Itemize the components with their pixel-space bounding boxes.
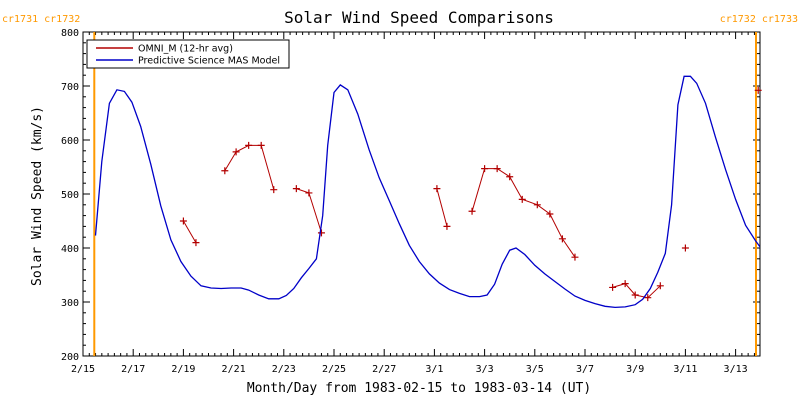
x-axis-title: Month/Day from 1983-02-15 to 1983-03-14 … xyxy=(247,381,591,396)
y-tick-label: 300 xyxy=(61,298,79,309)
chart-title: Solar Wind Speed Comparisons xyxy=(284,8,554,27)
omni-data-point xyxy=(433,185,441,193)
omni-data-point xyxy=(571,253,579,261)
omni-data-point xyxy=(245,141,253,149)
y-tick-label: 700 xyxy=(61,82,79,93)
omni-data-point xyxy=(481,165,489,173)
carrington-marker-label: cr1731 cr1732 xyxy=(2,14,80,25)
omni-data-point xyxy=(468,207,476,215)
y-tick-label: 500 xyxy=(61,190,79,201)
x-tick-label: 2/25 xyxy=(322,364,346,375)
omni-segment-line xyxy=(612,283,661,299)
omni-data-point xyxy=(546,210,554,218)
omni-data-point xyxy=(179,217,187,225)
omni-segment-line xyxy=(471,168,576,258)
x-tick-label: 3/3 xyxy=(476,364,494,375)
omni-data-point xyxy=(317,229,325,237)
omni-data-point xyxy=(609,283,617,291)
x-tick-label: 3/7 xyxy=(576,364,594,375)
legend-label: Predictive Science MAS Model xyxy=(138,56,280,67)
y-tick-label: 800 xyxy=(61,28,79,39)
x-tick-label: 2/23 xyxy=(272,364,296,375)
omni-data-point xyxy=(681,244,689,252)
omni-data-point xyxy=(270,186,278,194)
omni-segment-line xyxy=(224,144,275,190)
legend-box xyxy=(86,39,290,69)
omni-data-point xyxy=(644,294,652,302)
omni-data-point xyxy=(621,280,629,288)
omni-data-point xyxy=(257,141,265,149)
omni-data-point xyxy=(558,235,566,243)
omni-data-point xyxy=(232,148,240,156)
x-tick-label: 3/13 xyxy=(724,364,748,375)
x-tick-label: 2/15 xyxy=(71,364,95,375)
omni-data-point xyxy=(305,189,313,197)
omni-data-point xyxy=(292,185,300,193)
x-tick-label: 3/5 xyxy=(526,364,544,375)
omni-data-point xyxy=(533,201,541,209)
legend: OMNI_M (12-hr avg)Predictive Science MAS… xyxy=(86,39,290,69)
x-tick-label: 2/27 xyxy=(372,364,396,375)
y-tick-label: 600 xyxy=(61,136,79,147)
omni-data-point xyxy=(754,86,762,94)
y-tick-label: 400 xyxy=(61,244,79,255)
omni-segment-line xyxy=(182,220,197,243)
omni-data-point xyxy=(631,291,639,299)
omni-segment-line xyxy=(436,188,448,227)
legend-label: OMNI_M (12-hr avg) xyxy=(138,44,233,55)
omni-data-point xyxy=(192,239,200,247)
plot-frame xyxy=(82,31,761,357)
omni-data-point xyxy=(221,167,229,175)
plot-area: 200 300 400 500 600 700 800 2/15 2/17 2/19 2/21 2/2… xyxy=(2,14,798,375)
omni-data-point xyxy=(518,195,526,203)
x-tick-label: 3/11 xyxy=(673,364,697,375)
y-tick-label: 200 xyxy=(61,352,79,363)
omni-data-point xyxy=(656,282,664,290)
x-tick-label: 3/9 xyxy=(626,364,644,375)
omni-data-point xyxy=(443,222,451,230)
x-tick-label: 2/19 xyxy=(171,364,195,375)
omni-data-point xyxy=(506,173,514,181)
x-tick-label: 2/17 xyxy=(121,364,145,375)
omni-data-point xyxy=(493,165,501,173)
x-tick-label: 2/21 xyxy=(222,364,246,375)
y-axis-title: Solar Wind Speed (km/s) xyxy=(30,106,45,286)
carrington-marker-label: cr1732 cr1733 xyxy=(720,14,798,25)
x-tick-label: 3/1 xyxy=(425,364,443,375)
mas-model-line xyxy=(94,75,760,309)
